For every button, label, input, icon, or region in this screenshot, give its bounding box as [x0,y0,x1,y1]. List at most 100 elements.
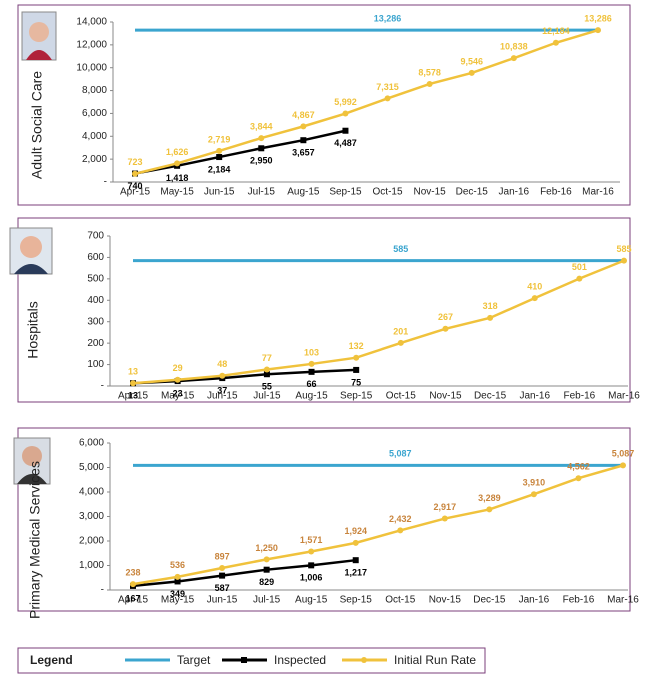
point [486,506,493,513]
x-tick-label: Jan-16 [519,595,550,606]
y-tick-label: 4,000 [82,131,107,142]
y-tick-label: 1,000 [79,560,104,571]
data-label: 3,910 [523,478,546,488]
data-label: 536 [170,560,185,570]
data-label: 9,546 [460,56,483,66]
x-tick-label: Dec-15 [456,187,489,198]
y-tick-label: 300 [87,316,104,327]
data-label: 8,578 [418,67,441,77]
x-tick-label: Mar-16 [608,391,640,402]
legend-marker [241,657,247,663]
point [441,515,448,522]
x-tick-label: Jan-16 [519,391,550,402]
data-label: 1,250 [255,543,278,553]
x-tick-label: Feb-16 [564,391,596,402]
data-label: 13,286 [374,14,402,24]
data-label: 12,184 [542,26,570,36]
y-tick-label: - [101,381,104,392]
data-label: 55 [262,382,272,392]
x-tick-label: Feb-16 [540,187,572,198]
x-tick-label: May-15 [160,187,194,198]
x-tick-label: Jun-15 [207,595,238,606]
data-label: 829 [259,577,274,587]
point [468,69,475,76]
y-tick-label: 6,000 [82,108,107,119]
point [353,366,360,373]
point [442,325,449,332]
x-tick-label: Aug-15 [287,187,320,198]
point [258,145,265,152]
data-label: 3,844 [250,121,273,131]
legend-label: Initial Run Rate [394,653,476,667]
data-label: 897 [215,551,230,561]
y-axis-title: Adult Social Care [29,71,45,179]
data-label: 349 [170,589,185,599]
x-tick-label: Jul-15 [253,391,281,402]
x-tick-label: Jul-15 [248,187,276,198]
point [132,170,138,177]
point [263,556,270,563]
data-label: 66 [307,379,317,389]
point [397,527,404,534]
data-label: 48 [217,359,227,369]
point [174,573,181,580]
point [352,539,359,546]
data-label: 740 [127,181,142,191]
point [353,354,360,361]
point [308,548,315,555]
data-label: 267 [438,312,453,322]
x-tick-label: Apr-15 [120,187,150,198]
data-label: 10,838 [500,42,528,52]
data-label: 4,867 [292,110,315,120]
point [342,110,349,117]
x-tick-label: Jun-15 [204,187,235,198]
x-tick-label: Aug-15 [295,391,328,402]
data-label: 13 [128,367,138,377]
point [620,462,626,469]
legend-box [17,647,486,674]
panel [17,4,631,206]
data-label: 1,626 [166,147,189,157]
data-label: 5,087 [612,449,635,459]
x-tick-label: May-15 [161,595,195,606]
x-tick-label: Dec-15 [474,391,507,402]
point [530,491,537,498]
point [130,380,136,387]
legend-label: Inspected [274,653,326,667]
data-label: 1,418 [166,173,189,183]
y-tick-label: 400 [87,295,104,306]
panel [17,427,631,612]
point [300,137,307,144]
data-label: 29 [173,363,183,373]
y-tick-label: 200 [87,338,104,349]
point [487,314,494,321]
point [216,147,223,154]
y-axis-title: Primary Medical Services [27,461,43,619]
point [263,566,270,573]
y-tick-label: 8,000 [82,85,107,96]
point [174,376,181,383]
data-label: 2,432 [389,514,412,524]
point [174,160,181,167]
x-tick-label: Dec-15 [473,595,506,606]
legend-marker [361,657,367,663]
y-tick-label: 3,000 [79,511,104,522]
point [621,257,627,264]
data-label: 75 [351,377,361,387]
x-tick-label: Mar-16 [582,187,614,198]
x-tick-label: Nov-15 [429,595,462,606]
data-label: 723 [127,157,142,167]
y-tick-label: 10,000 [76,62,107,73]
y-tick-label: 700 [87,231,104,242]
y-tick-label: 14,000 [76,17,107,28]
y-axis-title: Hospitals [25,301,41,359]
y-tick-label: 500 [87,273,104,284]
point [510,55,517,62]
data-label: 77 [262,353,272,363]
y-tick-label: 5,000 [79,462,104,473]
point [258,135,265,142]
data-label: 2,950 [250,156,273,166]
photo [9,227,53,275]
data-label: 3,289 [478,493,501,503]
point [342,127,349,134]
